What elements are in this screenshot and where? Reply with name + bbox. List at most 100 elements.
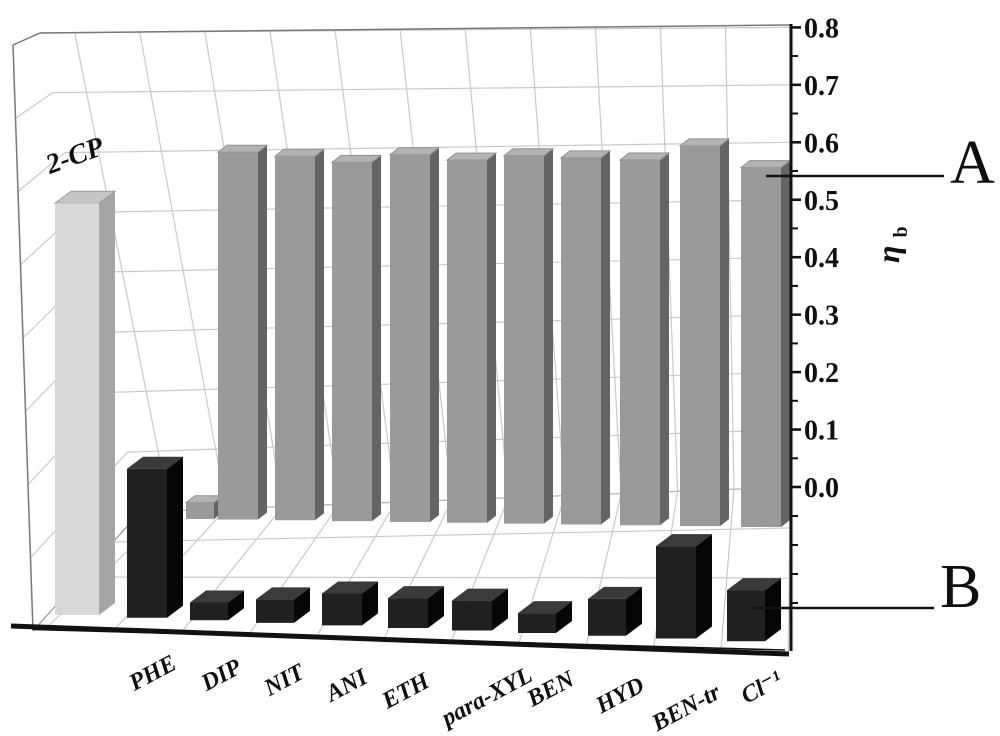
bar-front-Cl⁻¹-side-face	[765, 578, 781, 642]
bar-front-NIT-side-face	[294, 587, 310, 623]
bar-front-ETH-front-face	[388, 598, 428, 628]
y-tick-label: 0.0	[804, 473, 839, 504]
left-wall-gridline-h	[17, 152, 66, 192]
x-tick-label-PHE: PHE	[124, 650, 181, 697]
series-b-front-bars	[53, 190, 781, 642]
y-tick-label: 0.5	[804, 186, 839, 217]
bar-front-2-CP-side-face	[99, 191, 115, 615]
back-wall-gridline-h	[102, 314, 792, 333]
bar-front-BEN-side-face	[556, 601, 572, 634]
bar-back-DIP-top-face	[273, 148, 326, 157]
y-tick-label: 0.2	[804, 358, 839, 389]
bar-back-para-XYL-side-face	[544, 148, 553, 524]
bar-back-NIT-top-face	[330, 154, 383, 163]
bar-front-ANI-side-face	[362, 581, 378, 626]
bar-front-ETH-top-face	[388, 586, 444, 599]
bar-back-ETH-top-face	[445, 152, 498, 161]
annotation-b-label: B	[940, 553, 981, 621]
back-wall-gridline-v	[724, 25, 735, 490]
floor-gridline-depthwise	[720, 489, 735, 650]
annotation-a-label: A	[950, 129, 995, 197]
bar-front-DIP-front-face	[190, 602, 228, 621]
y-tick-label: 0.8	[804, 13, 839, 44]
x-tick-label-para-XYL: para-XYL	[436, 662, 537, 732]
bar-back-BEN-front-face	[561, 157, 601, 525]
y-tick-label: 0.3	[804, 301, 839, 332]
bar-back-NIT-front-face	[332, 162, 372, 522]
bar-back-ANI-front-face	[390, 154, 430, 522]
bar-front-BEN-tr-front-face	[656, 546, 696, 639]
bar-back-para-XYL-front-face	[504, 155, 544, 524]
bar-back-PHE-front-face	[218, 152, 258, 520]
bar-back-HYD-top-face	[618, 152, 671, 161]
bar-front-ANI-top-face	[322, 581, 378, 594]
back-wall-top-edge	[39, 24, 792, 34]
bar-back-NIT-side-face	[372, 155, 381, 522]
bar-front-PHE-top-face	[127, 456, 183, 469]
bar-front-Cl⁻¹-top-face	[727, 578, 781, 591]
back-wall-gridline-v	[139, 31, 227, 509]
back-wall-gridline-v	[74, 32, 171, 511]
bar-front-PHE-side-face	[167, 456, 183, 618]
y-axis-ticks: 0.0 0.1 0.2 0.3 0.4 0.5 0.6 0.7 0.8	[791, 13, 839, 604]
bar-front-BEN-front-face	[518, 613, 556, 634]
bar-front-DIP-top-face	[190, 590, 244, 603]
bar-front-HYD-front-face	[588, 598, 626, 636]
y-axis-title-sub-b: b	[890, 226, 912, 237]
bar-front-NIT-front-face	[256, 599, 294, 623]
bar-front-HYD-top-face	[588, 586, 642, 599]
bar-front-DIP-side-face	[228, 590, 244, 621]
bar-back-para-XYL-top-face	[502, 148, 555, 157]
bar-back-BEN-tr-top-face	[678, 138, 731, 147]
bar-back-BEN-tr-front-face	[680, 145, 720, 527]
back-wall-gridline-h	[89, 256, 792, 273]
bar-front-para-XYL-top-face	[452, 588, 508, 601]
left-wall-gridline-h	[15, 92, 53, 119]
bar-back-ETH-side-face	[487, 153, 496, 523]
bar-back-BEN-tr-side-face	[720, 138, 729, 527]
bar-front-para-XYL-side-face	[492, 588, 508, 631]
bar-front-BEN-tr-side-face	[696, 534, 712, 639]
bar-back-PHE-top-face	[216, 144, 269, 153]
bar-front-PHE-front-face	[127, 468, 167, 618]
x-tick-label-ETH: ETH	[377, 668, 435, 715]
y-axis-title-eta: η	[870, 245, 906, 263]
bar-label-2cp: 2-CP	[41, 131, 109, 181]
bar-back-ANI-top-face	[388, 147, 441, 156]
left-wall-front-edge	[12, 44, 34, 632]
y-tick-label: 0.4	[804, 243, 839, 274]
bar-front-Cl⁻¹-front-face	[727, 590, 765, 642]
back-wall-gridline-h	[52, 84, 792, 94]
bar-back-Cl⁻¹-side-face	[781, 160, 790, 528]
x-tick-label-Cl⁻¹: Cl⁻¹	[737, 666, 787, 709]
bar-back-DIP-side-face	[315, 149, 324, 521]
bottom-frame-thick-edge	[10, 623, 790, 657]
bar-front-BEN-top-face	[518, 601, 572, 614]
bar-front-ETH-side-face	[428, 586, 444, 628]
x-tick-label-DIP: DIP	[196, 654, 246, 697]
x-tick-label-HYD: HYD	[591, 672, 649, 719]
bar-back-Cl⁻¹-top-face	[739, 160, 792, 169]
bar-front-HYD-side-face	[626, 586, 642, 636]
bar-front-para-XYL-front-face	[452, 600, 492, 631]
bar-back-ANI-side-face	[430, 147, 439, 522]
bar-back-BEN-side-face	[601, 150, 610, 525]
bar-back-Cl⁻¹-front-face	[741, 167, 781, 528]
bar-back-HYD-front-face	[620, 159, 660, 526]
bar-back-HYD-side-face	[660, 152, 669, 526]
y-tick-label: 0.7	[804, 71, 839, 102]
bar-back-PHE-side-face	[258, 145, 267, 520]
y-tick-label: 0.1	[804, 416, 839, 447]
left-wall-top-edge	[12, 32, 41, 46]
bar-front-BEN-tr-top-face	[656, 534, 712, 547]
bar-back-ETH-front-face	[447, 160, 487, 523]
y-tick-label: 0.6	[804, 128, 839, 159]
x-tick-label-ANI: ANI	[320, 664, 373, 709]
bar-back-BEN-top-face	[559, 150, 612, 159]
series-a-back-bars	[184, 138, 792, 528]
bar-front-ANI-front-face	[322, 593, 362, 626]
bar-front-NIT-top-face	[256, 587, 310, 600]
